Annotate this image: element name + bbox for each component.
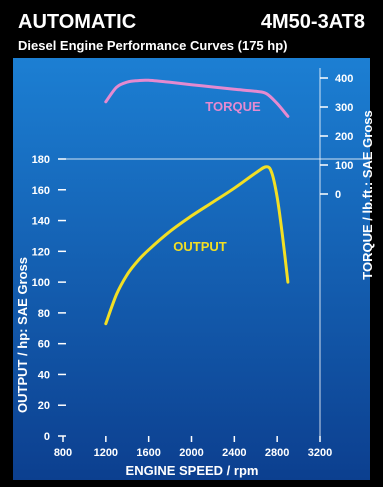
right-axis-tick-label: 200 bbox=[335, 131, 353, 143]
left-axis-tick-label: 120 bbox=[32, 246, 50, 258]
axis-layer: 0 20 40 60 80 100 120 140 160 180 0 100 200 300 400 800… bbox=[32, 73, 354, 459]
left-axis-tick-label: 60 bbox=[38, 339, 50, 351]
x-axis-tick-label: 1200 bbox=[94, 447, 118, 459]
right-axis-title: TORQUE / lb.ft.: SAE Gross bbox=[360, 110, 375, 280]
chart-title-right: 4M50-3AT8 bbox=[261, 11, 365, 33]
chart-title-left: AUTOMATIC bbox=[18, 11, 136, 33]
x-axis-tick-label: 2000 bbox=[179, 447, 203, 459]
left-axis-tick-label: 180 bbox=[32, 154, 50, 166]
x-axis-tick-label: 2400 bbox=[222, 447, 246, 459]
left-axis-tick-label: 0 bbox=[44, 431, 50, 443]
x-axis-tick-label: 1600 bbox=[136, 447, 160, 459]
torque-curve bbox=[104, 78, 290, 118]
chart-subtitle: Diesel Engine Performance Curves (175 hp… bbox=[18, 38, 287, 53]
left-axis-tick-label: 80 bbox=[38, 308, 50, 320]
plot-panel bbox=[13, 58, 370, 480]
left-axis-tick-label: 20 bbox=[38, 400, 50, 412]
right-axis-tick-label: 100 bbox=[335, 160, 353, 172]
right-axis-tick-label: 300 bbox=[335, 102, 353, 114]
left-axis-tick-label: 160 bbox=[32, 185, 50, 197]
right-axis-tick-label: 400 bbox=[335, 73, 353, 85]
left-axis-title: OUTPUT / hp: SAE Gross bbox=[15, 257, 30, 413]
output-curve bbox=[104, 165, 290, 326]
left-axis-tick-label: 100 bbox=[32, 277, 50, 289]
torque-series-label: TORQUE bbox=[205, 99, 261, 114]
right-axis-tick-label: 0 bbox=[335, 189, 341, 201]
x-axis-tick-label: 800 bbox=[54, 447, 72, 459]
grid-layer bbox=[58, 68, 370, 436]
x-axis-title: ENGINE SPEED / rpm bbox=[126, 463, 259, 478]
output-series-label: OUTPUT bbox=[173, 239, 227, 254]
x-axis-tick-label: 2800 bbox=[265, 447, 289, 459]
x-axis-tick-label: 3200 bbox=[308, 447, 332, 459]
series-layer bbox=[104, 78, 290, 326]
left-axis-tick-label: 140 bbox=[32, 216, 50, 228]
left-axis-tick-label: 40 bbox=[38, 369, 50, 381]
